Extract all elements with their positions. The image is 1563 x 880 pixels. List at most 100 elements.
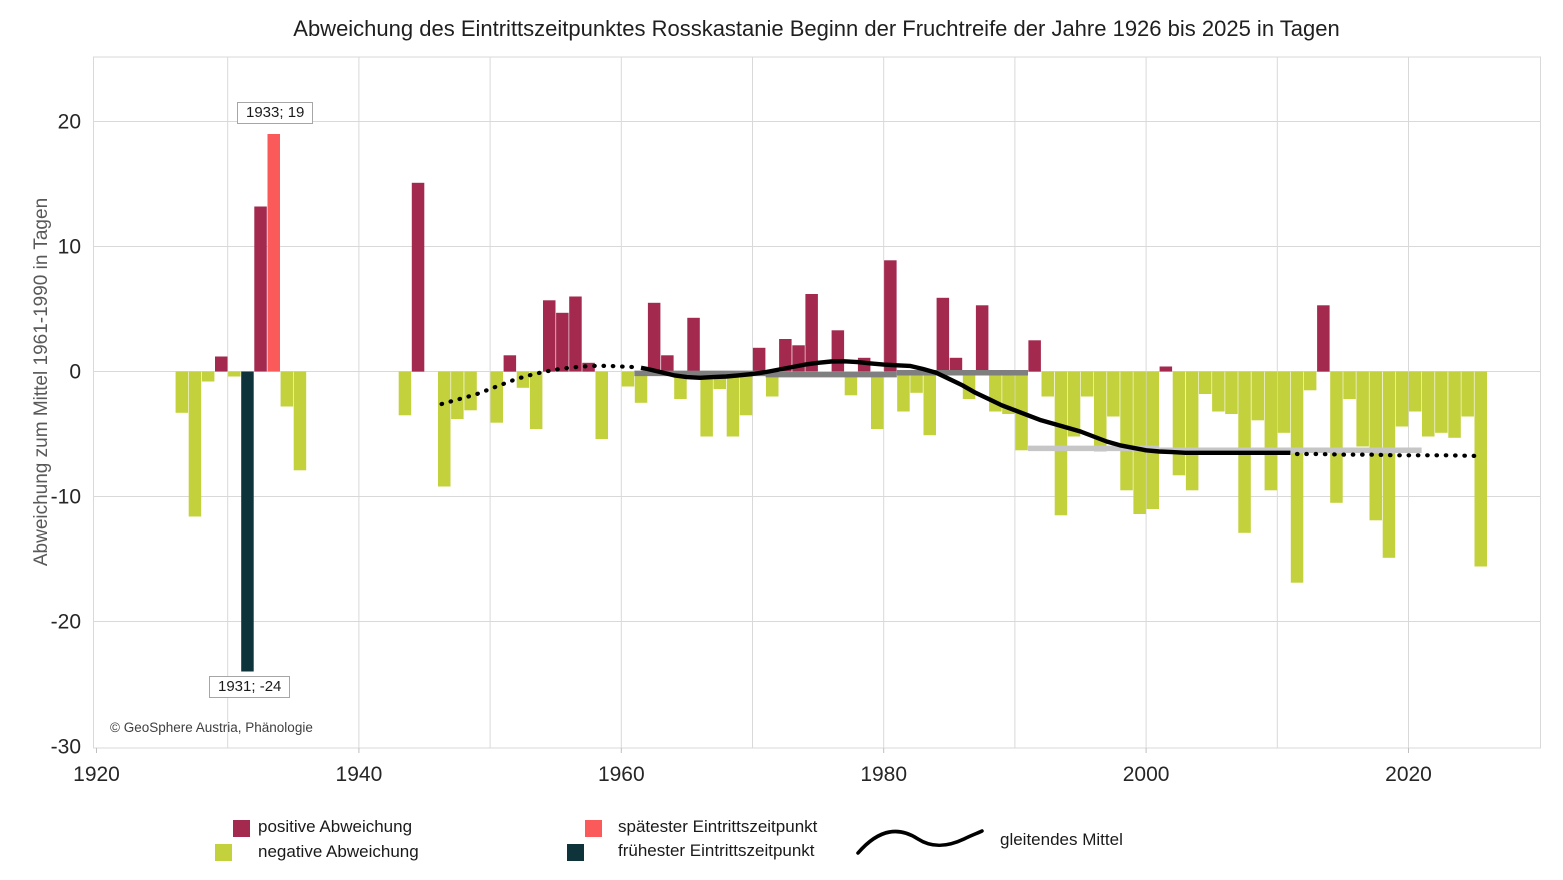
x-tick-label: 1940 <box>336 763 383 786</box>
bar-positive-1962 <box>647 302 661 372</box>
bar-positive-1980 <box>884 260 897 372</box>
bar-negative-1927 <box>188 371 202 517</box>
y-tick-label: -20 <box>51 611 81 634</box>
y-tick-label: -10 <box>51 486 81 509</box>
bar-negative-1947 <box>451 371 464 419</box>
bar-negative-1996 <box>1094 371 1107 452</box>
bar-negative-1958 <box>595 371 608 439</box>
legend-swatch-negative <box>215 844 232 861</box>
bar-negative-2004 <box>1199 371 1212 394</box>
bar-negative-1994 <box>1067 371 1081 437</box>
bar-negative-2000 <box>1146 371 1159 509</box>
bar-negative-2014 <box>1330 371 1343 503</box>
bar-negative-1935 <box>293 371 307 471</box>
annotation-latest-entry: 1933; 19 <box>237 102 314 124</box>
legend-label-earliest: frühester Eintrittszeitpunkt <box>618 841 815 860</box>
bar-positive-1974 <box>805 294 818 372</box>
y-tick-label: 20 <box>58 111 81 134</box>
bar-negative-1981 <box>897 371 910 412</box>
bar-positive-1965 <box>687 317 700 372</box>
bar-negative-1946 <box>438 371 451 487</box>
bar-negative-1989 <box>1002 371 1015 414</box>
bar-positive-1957 <box>582 362 595 372</box>
bar-negative-2011 <box>1290 371 1304 583</box>
bar-negative-1983 <box>923 371 936 436</box>
bar-negative-1977 <box>844 371 858 396</box>
annotation-earliest-entry: 1931; -24 <box>209 676 291 698</box>
bar-negative-2016 <box>1356 371 1369 447</box>
y-tick-label: 10 <box>58 236 81 259</box>
bar-negative-1930 <box>228 371 241 377</box>
bar-positive-1951 <box>503 355 517 372</box>
bar-positive-1987 <box>975 305 989 372</box>
bar-negative-1997 <box>1107 371 1120 417</box>
x-tick-label: 2000 <box>1123 763 1170 786</box>
bar-positive-1944 <box>411 182 425 372</box>
bar-negative-1999 <box>1133 371 1146 514</box>
moving-average-solid <box>640 359 1291 455</box>
legend-label-moving-average: gleitendes Mittel <box>1000 830 1123 849</box>
plot-border <box>93 56 1541 749</box>
bar-negative-2024 <box>1461 371 1474 417</box>
legend-label-negative: negative Abweichung <box>258 842 419 861</box>
bar-negative-2021 <box>1422 371 1435 437</box>
bar-negative-2023 <box>1448 371 1461 438</box>
bar-positive-1963 <box>661 355 674 372</box>
moving-average-dotted-early <box>439 363 637 407</box>
moving-average-line-icon <box>856 829 984 855</box>
legend-swatch-positive <box>233 820 250 837</box>
bar-negative-1950 <box>490 371 503 423</box>
bar-positive-1991 <box>1028 340 1041 372</box>
bar-negative-1926 <box>175 371 189 413</box>
bar-negative-2003 <box>1185 371 1199 491</box>
bar-positive-1972 <box>779 339 792 372</box>
bar-negative-2017 <box>1369 371 1382 521</box>
bar-negative-1982 <box>910 371 923 393</box>
bar-negative-1968 <box>726 371 740 437</box>
bar-positive-1984 <box>936 297 950 372</box>
legend-label-positive: positive Abweichung <box>258 817 413 836</box>
bar-negative-2005 <box>1212 371 1225 412</box>
bar-negative-2010 <box>1277 371 1291 433</box>
y-tick-label: -30 <box>51 736 81 759</box>
bar-negative-2018 <box>1382 371 1396 558</box>
chart-title: Abweichung des Eintrittszeitpunktes Ross… <box>293 16 1340 41</box>
bar-latest-entry-1933 <box>267 134 280 372</box>
bar-positive-1954 <box>543 300 556 372</box>
bar-positive-1956 <box>569 296 582 372</box>
bar-negative-1961 <box>634 371 648 403</box>
bar-negative-1952 <box>516 371 530 388</box>
bar-negative-1992 <box>1041 371 1054 397</box>
legend-swatch-latest <box>585 820 602 837</box>
bar-negative-2020 <box>1408 371 1422 412</box>
copyright-note: © GeoSphere Austria, Phänologie <box>110 720 313 735</box>
bar-positive-1955 <box>556 312 569 372</box>
x-tick-label: 1980 <box>860 763 907 786</box>
moving-average-dotted-late <box>1294 451 1485 459</box>
bar-negative-1979 <box>871 371 884 429</box>
legend-label-latest: spätester Eintrittszeitpunkt <box>618 817 818 836</box>
bar-positive-1932 <box>254 206 267 372</box>
bar-negative-2008 <box>1251 371 1264 421</box>
x-tick-label: 1960 <box>598 763 645 786</box>
x-tick-label: 1920 <box>73 763 120 786</box>
bar-positive-1970 <box>752 347 766 372</box>
bar-negative-1960 <box>621 371 635 387</box>
bar-negative-1971 <box>766 371 779 397</box>
bar-earliest-entry-1931 <box>241 371 254 672</box>
bar-positive-2001 <box>1159 366 1173 372</box>
bar-negative-1993 <box>1054 371 1068 516</box>
bar-negative-2006 <box>1225 371 1238 414</box>
legend-swatch-earliest <box>567 844 584 861</box>
bar-negative-1966 <box>700 371 713 437</box>
bar-negative-1934 <box>280 371 294 407</box>
bar-negative-2015 <box>1343 371 1356 399</box>
bar-positive-1985 <box>949 357 963 372</box>
bar-negative-1998 <box>1120 371 1133 491</box>
bar-negative-2009 <box>1264 371 1278 491</box>
bar-negative-1995 <box>1080 371 1094 397</box>
bar-negative-1953 <box>529 371 543 429</box>
y-tick-label: 0 <box>69 361 81 384</box>
